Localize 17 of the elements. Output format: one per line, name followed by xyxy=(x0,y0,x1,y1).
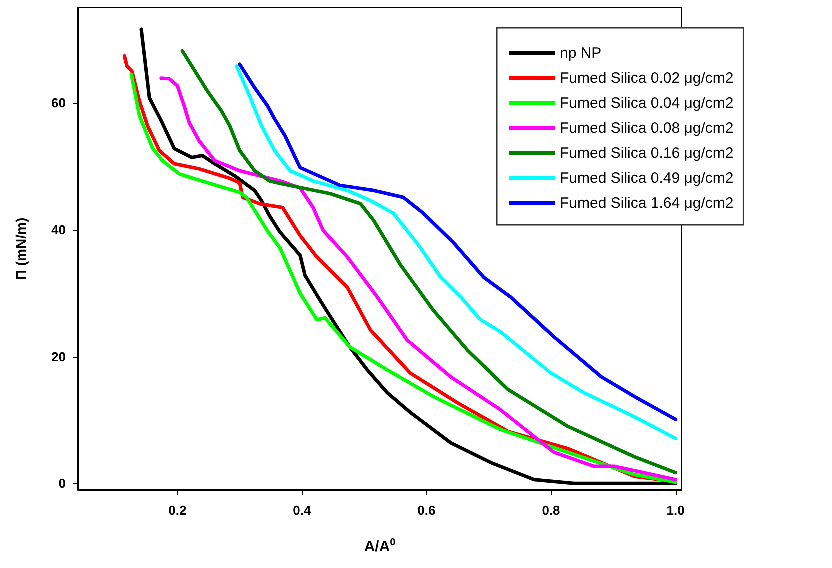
legend-label: Fumed Silica 0.16 μg/cm2 xyxy=(560,145,734,162)
legend-label: Fumed Silica 0.02 μg/cm2 xyxy=(560,70,734,87)
legend-label: Fumed Silica 0.49 μg/cm2 xyxy=(560,170,734,187)
x-tick-label: 0.8 xyxy=(542,503,560,518)
y-tick-label: 0 xyxy=(58,476,66,492)
legend-label: Fumed Silica 0.08 μg/cm2 xyxy=(560,120,734,137)
x-tick-label: 1.0 xyxy=(666,503,685,518)
y-tick-label: 60 xyxy=(52,96,66,111)
legend-label: np NP xyxy=(560,45,602,62)
x-tick-label: 0.6 xyxy=(418,503,436,518)
y-tick-label: 40 xyxy=(52,222,66,238)
y-tick-label: 20 xyxy=(52,349,66,364)
x-tick-label: 0.4 xyxy=(293,503,312,518)
y-axis-title: Π (mN/m) xyxy=(13,218,29,280)
x-tick-label: 0.2 xyxy=(168,503,187,518)
legend-label: Fumed Silica 0.04 μg/cm2 xyxy=(560,95,734,112)
legend-label: Fumed Silica 1.64 μg/cm2 xyxy=(560,195,734,212)
